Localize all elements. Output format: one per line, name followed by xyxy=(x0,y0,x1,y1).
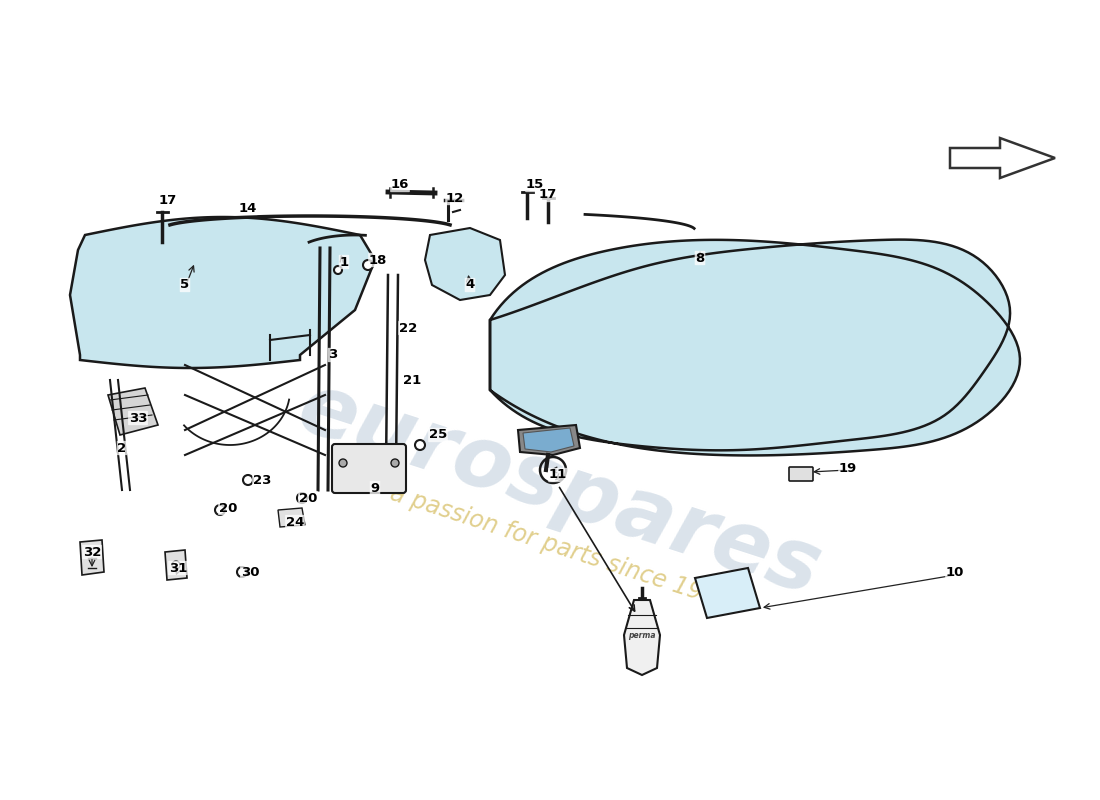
Circle shape xyxy=(334,266,342,274)
Circle shape xyxy=(236,567,248,577)
Text: 2: 2 xyxy=(118,442,127,454)
Polygon shape xyxy=(490,239,1020,455)
Polygon shape xyxy=(522,428,574,452)
Circle shape xyxy=(172,561,180,569)
Text: 8: 8 xyxy=(695,251,705,265)
Text: 19: 19 xyxy=(839,462,857,474)
Text: 17: 17 xyxy=(539,189,557,202)
Text: 30: 30 xyxy=(241,566,260,578)
Circle shape xyxy=(214,505,225,515)
Polygon shape xyxy=(425,228,505,300)
Polygon shape xyxy=(108,388,158,435)
Text: 3: 3 xyxy=(329,349,338,362)
Text: 4: 4 xyxy=(465,278,474,291)
Text: 9: 9 xyxy=(371,482,380,494)
Text: 10: 10 xyxy=(946,566,965,578)
Text: 24: 24 xyxy=(286,515,305,529)
Text: 25: 25 xyxy=(429,429,447,442)
Text: 32: 32 xyxy=(82,546,101,558)
Polygon shape xyxy=(950,138,1055,178)
Circle shape xyxy=(243,475,253,485)
Polygon shape xyxy=(624,600,660,675)
Text: 16: 16 xyxy=(390,178,409,191)
Text: 18: 18 xyxy=(368,254,387,266)
Polygon shape xyxy=(278,508,305,527)
Circle shape xyxy=(415,440,425,450)
Polygon shape xyxy=(165,550,187,580)
Text: 20: 20 xyxy=(299,491,317,505)
Text: 12: 12 xyxy=(446,191,464,205)
Text: 17: 17 xyxy=(158,194,177,206)
Polygon shape xyxy=(80,540,104,575)
Text: 1: 1 xyxy=(340,255,349,269)
Text: perma: perma xyxy=(628,631,656,640)
Circle shape xyxy=(339,459,346,467)
Text: 14: 14 xyxy=(239,202,257,214)
FancyBboxPatch shape xyxy=(332,444,406,493)
Text: 11: 11 xyxy=(549,469,568,482)
Text: 22: 22 xyxy=(399,322,417,334)
Circle shape xyxy=(297,493,307,503)
Polygon shape xyxy=(518,425,580,455)
Text: 21: 21 xyxy=(403,374,421,386)
Text: 33: 33 xyxy=(129,411,147,425)
Polygon shape xyxy=(70,217,375,368)
Polygon shape xyxy=(695,568,760,618)
Text: 31: 31 xyxy=(168,562,187,574)
Circle shape xyxy=(363,260,373,270)
Text: 20: 20 xyxy=(219,502,238,514)
Text: 5: 5 xyxy=(180,278,189,291)
Text: a passion for parts since 1985: a passion for parts since 1985 xyxy=(386,482,734,614)
Text: 23: 23 xyxy=(253,474,272,486)
FancyBboxPatch shape xyxy=(789,467,813,481)
Text: eurospares: eurospares xyxy=(288,366,832,614)
Circle shape xyxy=(390,459,399,467)
Text: 15: 15 xyxy=(526,178,544,191)
